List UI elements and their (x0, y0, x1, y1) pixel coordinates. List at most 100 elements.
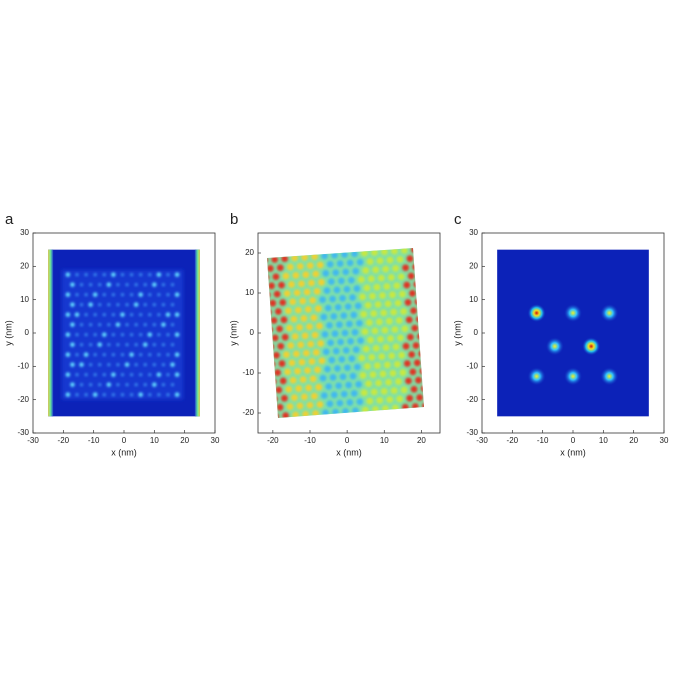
heatmap-spot (417, 333, 424, 340)
heatmap-spot (298, 280, 305, 288)
heatmap-spot (129, 373, 134, 377)
panel-label: c (454, 211, 462, 228)
heatmap-spot (116, 363, 120, 367)
heatmap-spot (247, 345, 254, 352)
heatmap-spot (267, 274, 270, 281)
heatmap-spot (421, 324, 424, 331)
heatmap-spot (410, 385, 418, 393)
heatmap-spot (79, 383, 84, 387)
heatmap-spot (389, 291, 396, 299)
heatmap-spot (286, 403, 294, 411)
heatmap-spot (281, 333, 289, 341)
heatmap-spot (359, 293, 366, 301)
heatmap-spot (432, 262, 439, 269)
heatmap-spot (319, 374, 327, 382)
heatmap-spot (393, 282, 401, 290)
heatmap-spot (120, 353, 125, 357)
heatmap-spot (437, 410, 444, 417)
heatmap-spot (428, 350, 435, 357)
heatmap-spot (445, 296, 452, 303)
x-tick-label: 10 (150, 436, 159, 445)
heatmap-spot (334, 303, 342, 311)
heatmap-spot (302, 271, 310, 279)
heatmap-spot (98, 283, 102, 287)
heatmap-spot (407, 272, 415, 280)
heatmap-spot (375, 379, 382, 387)
heatmap-spot (361, 249, 368, 257)
heatmap-spot (70, 302, 75, 307)
heatmap-spot (298, 358, 306, 366)
heatmap-spot (408, 351, 416, 358)
heatmap-spot (267, 248, 273, 255)
panel-label: a (5, 211, 14, 228)
heatmap-spot (65, 292, 71, 297)
heatmap-spot (116, 283, 120, 287)
heatmap-spot (390, 387, 398, 395)
heatmap-spot (365, 241, 372, 248)
heatmap-spot (115, 322, 121, 327)
heatmap-spot (170, 283, 175, 287)
heatmap-spot (272, 412, 280, 418)
heatmap-spot (350, 311, 358, 319)
heatmap-spot (365, 319, 373, 326)
heatmap-spot (279, 299, 287, 306)
heatmap-spot (330, 391, 338, 399)
heatmap-spot (106, 282, 112, 287)
heatmap-spot (89, 363, 93, 367)
heatmap-spot (274, 369, 281, 376)
heatmap-spot (148, 293, 152, 297)
heatmap-spot (327, 339, 335, 347)
heatmap-spot (259, 300, 266, 307)
heatmap-spot (318, 278, 325, 286)
heatmap-spot (386, 396, 394, 404)
heatmap-spot (107, 323, 111, 327)
heatmap-spot (392, 265, 400, 272)
heatmap-spot (600, 367, 619, 386)
heatmap-spot (111, 333, 115, 337)
heatmap-spot (362, 267, 370, 274)
heatmap-spot (267, 369, 272, 377)
heatmap-spot (345, 320, 353, 328)
heatmap-spot (277, 342, 285, 350)
heatmap-spot (161, 283, 166, 287)
heatmap-spot (337, 417, 345, 418)
heatmap-spot (248, 423, 255, 430)
heatmap-spot (242, 337, 249, 344)
heatmap-spot (387, 413, 395, 418)
panel: -30 -20 -10 0 10 20 30 -30 -20 -10 0 10 20 30 x (nm) y … (3, 211, 220, 457)
heatmap-spot (138, 292, 143, 297)
heatmap-spot (309, 296, 317, 304)
heatmap-spot (165, 312, 171, 317)
heatmap-spot (278, 281, 285, 289)
heatmap-spot (316, 261, 324, 269)
y-tick-label: 0 (250, 328, 255, 337)
heatmap-spot (344, 303, 352, 311)
heatmap-spot (315, 383, 323, 391)
heatmap-spot (426, 315, 433, 322)
heatmap-spot (377, 414, 385, 418)
heatmap-spot (276, 403, 284, 411)
heatmap-spot (134, 363, 138, 367)
heatmap-spot (313, 287, 321, 295)
heatmap-spot (267, 396, 268, 404)
x-tick-label: 20 (417, 436, 426, 445)
heatmap-spot (281, 255, 289, 263)
x-tick-label: -10 (304, 436, 316, 445)
x-tick-label: 10 (599, 436, 608, 445)
heatmap-spot (411, 324, 419, 332)
heatmap-spot (366, 258, 374, 265)
heatmap-spot (371, 249, 378, 256)
heatmap-spot (342, 268, 350, 276)
heatmap-spot (431, 384, 438, 391)
heatmap-spot (70, 362, 75, 367)
heatmap-spot (353, 285, 361, 292)
heatmap-spot (152, 363, 156, 367)
heatmap-spot (292, 350, 300, 358)
heatmap-spot (102, 373, 106, 377)
heatmap-spot (170, 362, 175, 367)
heatmap-spot (120, 373, 125, 377)
y-tick-label: 20 (20, 261, 29, 270)
heatmap-spot (310, 392, 318, 400)
y-tick-label: 0 (474, 328, 479, 337)
heatmap-spot (433, 280, 440, 287)
